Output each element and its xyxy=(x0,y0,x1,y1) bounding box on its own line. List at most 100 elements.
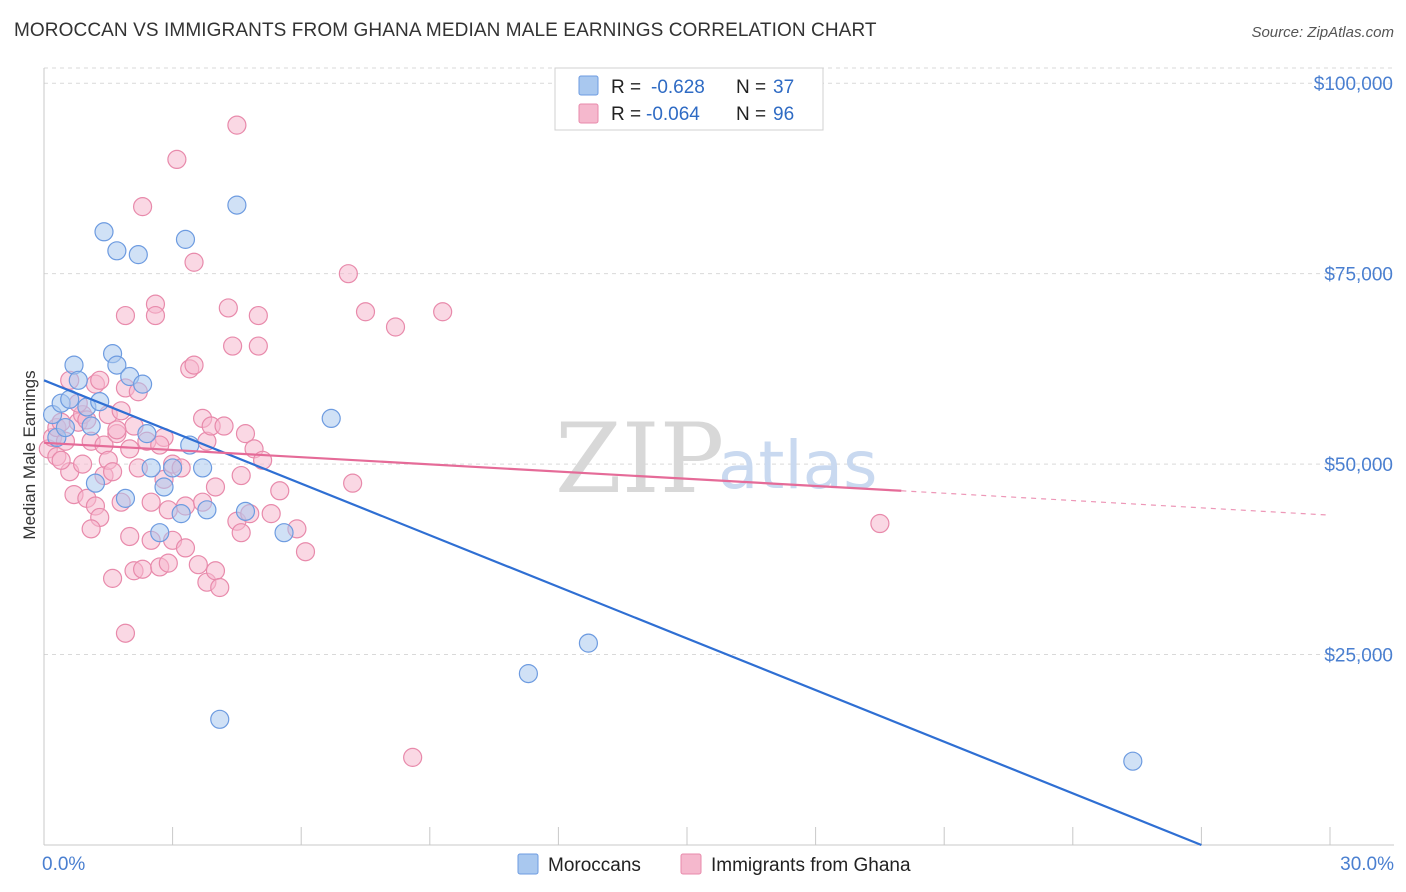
ghana-point-94 xyxy=(107,420,127,440)
legend-r-value-ghana: -0.064 xyxy=(646,104,700,125)
y-axis-label: Median Male Earnings xyxy=(20,370,39,539)
ghana-point-70 xyxy=(231,465,251,486)
moroccan-point-20 xyxy=(154,477,174,497)
ghana-trendline-extension xyxy=(901,490,1331,516)
moroccan-point-25 xyxy=(193,458,213,478)
ghana-point-89 xyxy=(81,519,101,539)
ghana-point-38 xyxy=(132,559,153,579)
ghana-point-40 xyxy=(141,492,161,512)
legend-r-label-ghana: R = xyxy=(611,104,641,125)
source-credit: Source: ZipAtlas.com xyxy=(1251,24,1394,41)
ghana-point-87 xyxy=(51,450,71,470)
legend-box xyxy=(554,67,824,131)
ghana-point-83 xyxy=(385,317,406,337)
ghana-point-23 xyxy=(102,462,123,482)
ghana-point-17 xyxy=(90,370,110,390)
y-tick-label-1: $50,000 xyxy=(1324,455,1393,476)
ghana-point-91 xyxy=(175,538,196,558)
ghana-point-71 xyxy=(235,424,256,444)
chart-title: MOROCCAN VS IMMIGRANTS FROM GHANA MEDIAN… xyxy=(14,20,877,41)
ghana-point-74 xyxy=(248,336,268,356)
moroccan-point-30 xyxy=(274,523,294,543)
bottom-legend-swatch-moroccans xyxy=(517,853,539,875)
ghana-point-28 xyxy=(115,305,136,326)
x-tick-label-max: 30.0% xyxy=(1340,854,1394,875)
moroccan-point-10 xyxy=(107,241,127,261)
moroccan-point-17 xyxy=(137,424,157,444)
moroccan-point-19 xyxy=(150,523,170,543)
y-tick-label-2: $75,000 xyxy=(1324,265,1393,286)
moroccan-point-12 xyxy=(107,355,127,375)
moroccan-point-32 xyxy=(518,664,538,684)
x-axis-ticks xyxy=(43,827,1331,845)
moroccan-point-27 xyxy=(210,709,230,729)
y-axis-tick-labels: $25,000 $50,000 $75,000 $100,000 xyxy=(1314,74,1393,666)
ghana-point-67 xyxy=(223,336,243,356)
moroccan-point-26 xyxy=(197,500,217,520)
legend-r-value-moroccans: -0.628 xyxy=(651,77,705,98)
ghana-point-93 xyxy=(270,481,290,501)
moroccan-point-22 xyxy=(171,504,191,524)
ghana-point-95 xyxy=(158,553,178,573)
ghana-point-75 xyxy=(248,305,268,326)
watermark: ZIP atlas xyxy=(555,403,878,515)
correlation-legend: R = -0.628 N = 37 R = -0.064 N = 96 xyxy=(554,67,824,131)
legend-n-label-ghana: N = xyxy=(736,104,766,125)
ghana-point-64 xyxy=(210,577,230,598)
moroccan-point-23 xyxy=(175,229,196,249)
ghana-point-84 xyxy=(403,747,423,767)
watermark-atlas: atlas xyxy=(718,427,878,504)
moroccan-point-8 xyxy=(85,473,106,493)
moroccan-point-35 xyxy=(55,417,76,438)
ghana-point-77 xyxy=(261,504,281,524)
ghana-point-81 xyxy=(343,473,363,493)
ghana-point-92 xyxy=(231,523,251,543)
moroccan-point-34 xyxy=(1123,751,1143,771)
y-tick-label-3: $100,000 xyxy=(1314,74,1393,95)
moroccan-point-31 xyxy=(321,408,341,429)
ghana-point-24 xyxy=(102,568,123,588)
ghana-point-50 xyxy=(167,149,187,170)
bottom-legend-swatch-ghana xyxy=(680,853,702,875)
ghana-point-43 xyxy=(145,305,166,326)
moroccan-point-5 xyxy=(68,370,88,390)
ghana-trendline xyxy=(43,441,902,492)
moroccans-trendline xyxy=(43,379,1202,847)
legend-n-value-ghana: 96 xyxy=(773,104,794,125)
ghana-point-86 xyxy=(870,513,890,534)
ghana-point-10 xyxy=(72,454,93,474)
bottom-legend-label-ghana: Immigrants from Ghana xyxy=(711,855,911,876)
moroccan-point-15 xyxy=(128,245,148,265)
ghana-point-54 xyxy=(184,252,204,272)
moroccan-point-29 xyxy=(235,501,256,521)
ghana-point-30 xyxy=(115,623,136,643)
legend-swatch-moroccans xyxy=(578,75,599,96)
moroccan-point-18 xyxy=(141,458,161,478)
ghana-point-63 xyxy=(205,561,226,581)
moroccan-point-13 xyxy=(115,488,136,508)
ghana-point-56 xyxy=(188,555,208,575)
x-tick-label-min: 0.0% xyxy=(42,854,85,875)
moroccan-point-9 xyxy=(94,222,114,242)
ghana-point-66 xyxy=(218,298,238,318)
ghana-point-55 xyxy=(184,355,204,375)
ghana-point-32 xyxy=(120,526,140,547)
moroccan-point-16 xyxy=(132,374,153,394)
legend-n-value-moroccans: 37 xyxy=(773,77,794,98)
ghana-point-85 xyxy=(433,302,453,322)
bottom-legend-label-moroccans: Moroccans xyxy=(548,855,641,876)
legend-swatch-ghana xyxy=(578,103,599,124)
ghana-point-82 xyxy=(355,302,376,322)
ghana-point-65 xyxy=(214,416,234,436)
ghana-point-68 xyxy=(227,115,247,135)
moroccan-point-7 xyxy=(81,416,101,436)
bottom-legend: Moroccans Immigrants from Ghana xyxy=(517,853,911,876)
ghana-point-79 xyxy=(295,542,316,562)
watermark-zip: ZIP xyxy=(555,403,724,515)
moroccan-point-33 xyxy=(578,633,599,653)
series-moroccans-points xyxy=(42,195,1143,771)
y-tick-label-0: $25,000 xyxy=(1324,646,1393,667)
ghana-point-80 xyxy=(338,264,358,284)
ghana-point-37 xyxy=(132,197,153,217)
